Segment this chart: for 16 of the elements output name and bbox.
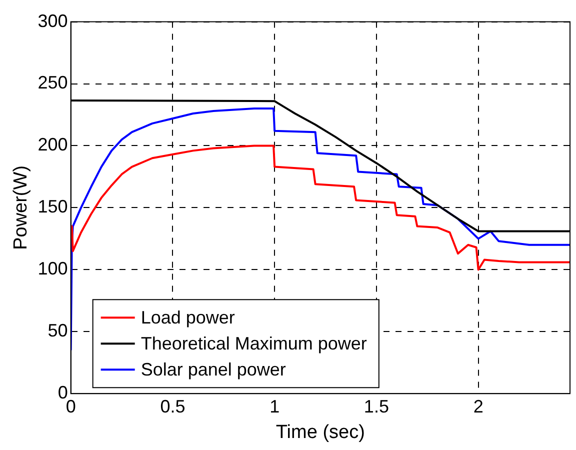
x-tick-label: 1 [270, 396, 280, 416]
y-tick-label: 50 [48, 320, 68, 341]
legend-label: Load power [140, 308, 235, 328]
y-tick-label: 250 [38, 72, 68, 93]
y-axis-title: Power(W) [10, 165, 32, 250]
legend-label: Theoretical Maximum power [140, 334, 367, 354]
x-tick-label: 0.5 [160, 396, 186, 416]
y-tick-label: 0 [58, 382, 68, 403]
y-tick-label: 150 [38, 196, 68, 217]
legend-label: Solar panel power [140, 360, 286, 380]
x-axis-title: Time (sec) [276, 422, 365, 443]
y-tick-label: 200 [38, 134, 68, 155]
y-tick-label: 100 [38, 258, 68, 279]
x-tick-label: 2 [473, 396, 484, 416]
x-tick-label: 1.5 [364, 396, 389, 416]
y-tick-label: 300 [38, 10, 68, 31]
